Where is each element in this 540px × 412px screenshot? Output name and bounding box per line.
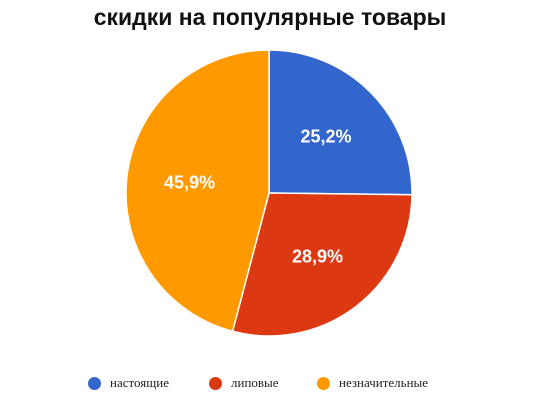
pie-slice-label-1: 28,9% [292, 247, 343, 267]
legend-label: настоящие [110, 375, 169, 390]
chart-title: скидки на популярные товары [93, 4, 447, 30]
legend-item-lipovye[interactable]: липовые [209, 372, 279, 394]
legend: настоящие липовые незначительные [0, 372, 540, 394]
legend-item-neznachitelnye[interactable]: незначительные [317, 372, 428, 394]
legend-item-nastoyashchie[interactable]: настоящие [88, 372, 169, 394]
legend-swatch [209, 376, 222, 390]
pie-slice-1[interactable] [231, 192, 413, 337]
legend-swatch [317, 376, 330, 390]
legend-swatch [88, 376, 101, 390]
pie-slice-label-2: 45,9% [164, 173, 215, 193]
legend-label: незначительные [339, 375, 429, 390]
pie-slices [125, 49, 413, 337]
pie-slice-2[interactable] [125, 49, 270, 333]
pie-slice-label-0: 25,2% [300, 127, 351, 147]
pie-slice-labels: 25,2% 28,9% 45,9% [164, 127, 351, 267]
legend-label: липовые [231, 375, 279, 390]
pie-slice-0[interactable] [268, 49, 413, 196]
